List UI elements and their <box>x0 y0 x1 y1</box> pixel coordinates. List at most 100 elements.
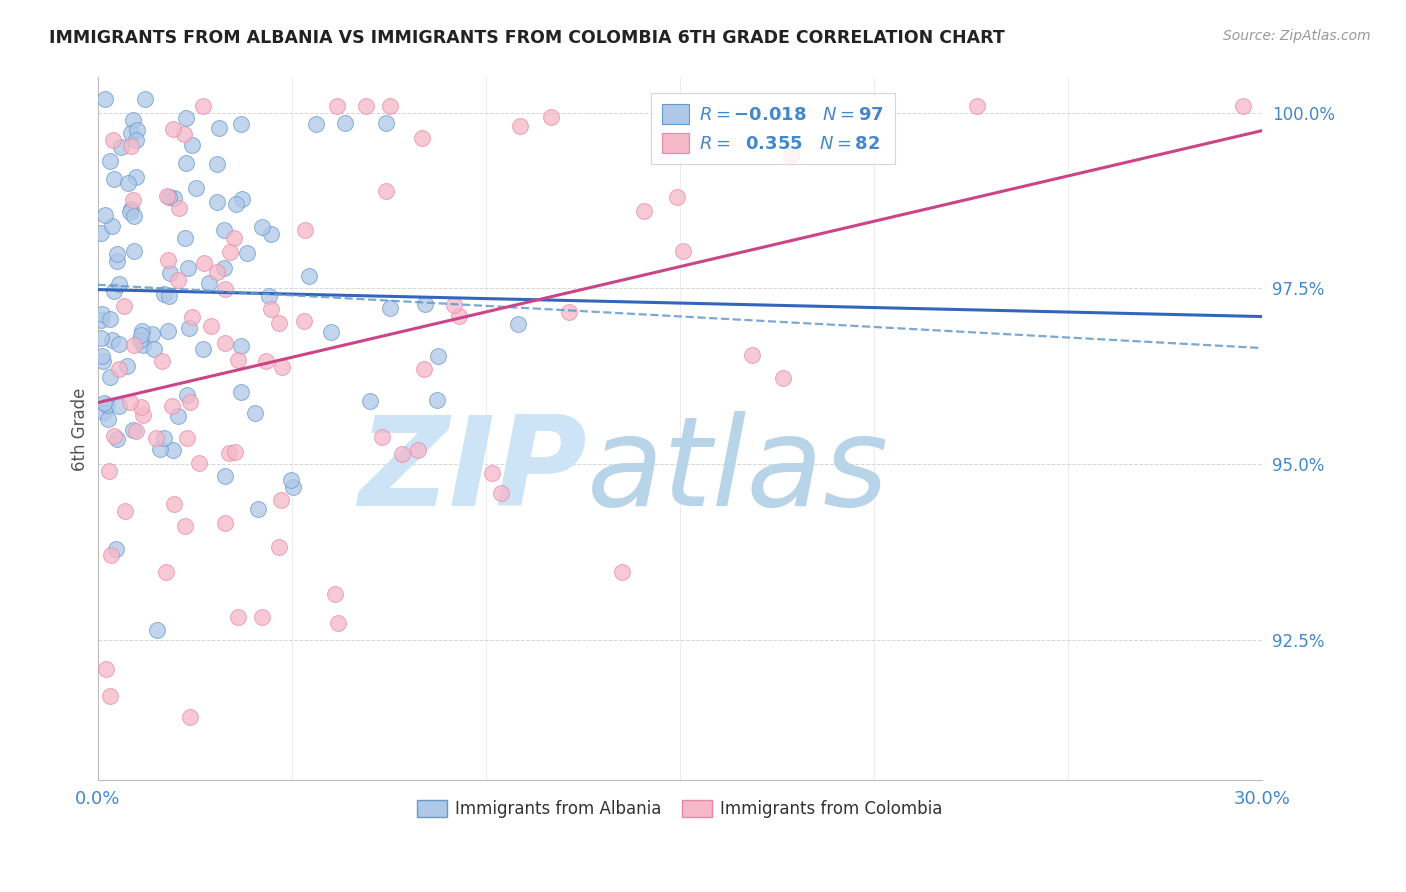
Point <box>153 287 176 301</box>
Point <box>180 310 202 324</box>
Point <box>157 190 180 204</box>
Point <box>122 338 145 352</box>
Point <box>214 516 236 530</box>
Point <box>666 190 689 204</box>
Point <box>162 121 184 136</box>
Legend: Immigrants from Albania, Immigrants from Colombia: Immigrants from Albania, Immigrants from… <box>411 793 949 825</box>
Point <box>121 423 143 437</box>
Point <box>142 342 165 356</box>
Point <box>103 429 125 443</box>
Point <box>243 406 266 420</box>
Point <box>270 359 292 374</box>
Point <box>481 466 503 480</box>
Point <box>90 313 112 327</box>
Point <box>179 321 201 335</box>
Point <box>1232 98 1254 112</box>
Point <box>267 317 290 331</box>
Point <box>250 219 273 234</box>
Point <box>229 384 252 399</box>
Point <box>114 504 136 518</box>
Point <box>121 113 143 128</box>
Point <box>94 208 117 222</box>
Point <box>214 335 236 350</box>
Point <box>129 334 152 348</box>
Point <box>231 192 253 206</box>
Point <box>152 431 174 445</box>
Point <box>375 116 398 130</box>
Point <box>120 139 142 153</box>
Point <box>489 485 512 500</box>
Point <box>328 616 350 631</box>
Point <box>98 690 121 704</box>
Point <box>157 289 180 303</box>
Point <box>292 314 315 328</box>
Point <box>226 610 249 624</box>
Point <box>326 98 349 112</box>
Point <box>214 468 236 483</box>
Point <box>159 266 181 280</box>
Point <box>129 328 152 343</box>
Point <box>610 565 633 579</box>
Point <box>134 91 156 105</box>
Point <box>155 565 177 579</box>
Point <box>103 172 125 186</box>
Point <box>260 302 283 317</box>
Point <box>166 409 188 423</box>
Point <box>98 312 121 326</box>
Point <box>371 430 394 444</box>
Point <box>672 244 695 259</box>
Text: Source: ZipAtlas.com: Source: ZipAtlas.com <box>1223 29 1371 43</box>
Point <box>779 148 801 162</box>
Point <box>359 394 381 409</box>
Y-axis label: 6th Grade: 6th Grade <box>72 387 89 471</box>
Point <box>145 624 167 638</box>
Point <box>117 176 139 190</box>
Point <box>406 443 429 458</box>
Point <box>101 333 124 347</box>
Point <box>96 398 118 412</box>
Point <box>115 359 138 374</box>
Point <box>772 370 794 384</box>
Point <box>246 501 269 516</box>
Point <box>443 298 465 312</box>
Point <box>269 540 291 554</box>
Point <box>125 133 148 147</box>
Point <box>121 193 143 207</box>
Point <box>173 231 195 245</box>
Point <box>176 431 198 445</box>
Point <box>100 548 122 562</box>
Point <box>118 394 141 409</box>
Point <box>191 98 214 112</box>
Point <box>447 310 470 324</box>
Point <box>193 256 215 270</box>
Point <box>108 399 131 413</box>
Point <box>184 181 207 195</box>
Point <box>90 331 112 345</box>
Point <box>93 405 115 419</box>
Point <box>94 662 117 676</box>
Point <box>177 261 200 276</box>
Point <box>214 282 236 296</box>
Point <box>173 518 195 533</box>
Point <box>508 317 530 331</box>
Point <box>162 442 184 457</box>
Point <box>98 369 121 384</box>
Point <box>214 260 236 275</box>
Point <box>118 204 141 219</box>
Point <box>174 156 197 170</box>
Point <box>426 349 449 363</box>
Point <box>103 284 125 298</box>
Point <box>378 98 401 112</box>
Point <box>150 353 173 368</box>
Point <box>156 324 179 338</box>
Text: atlas: atlas <box>586 410 889 532</box>
Point <box>104 542 127 557</box>
Point <box>333 116 356 130</box>
Point <box>280 473 302 487</box>
Point <box>91 307 114 321</box>
Point <box>231 339 253 353</box>
Point <box>179 395 201 409</box>
Point <box>208 121 231 136</box>
Point <box>374 184 396 198</box>
Point <box>167 273 190 287</box>
